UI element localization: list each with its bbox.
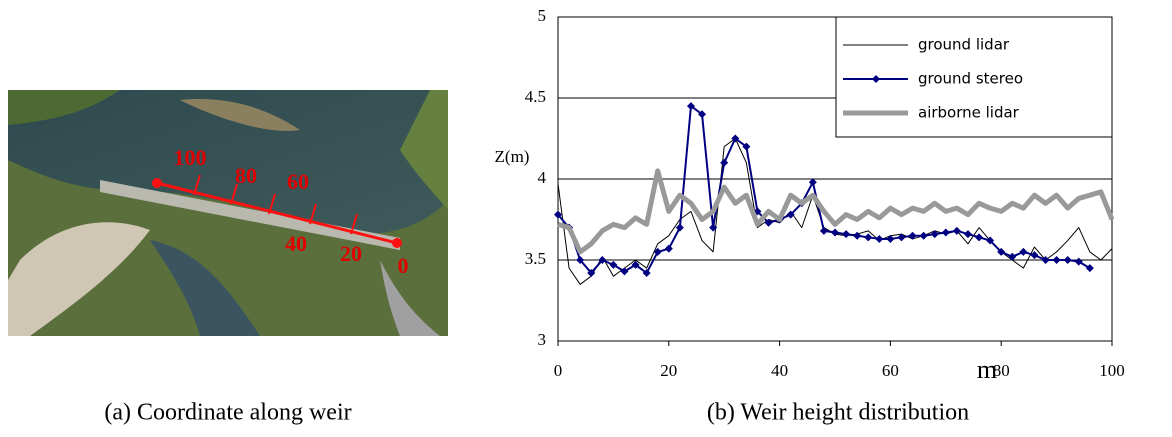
data-point [941, 228, 950, 237]
data-point [664, 244, 673, 253]
scale-tick [230, 183, 238, 205]
x-tick-label: 40 [771, 361, 788, 380]
data-point [986, 236, 995, 245]
data-point [963, 230, 972, 239]
data-point [897, 233, 906, 242]
data-point [576, 256, 585, 264]
x-tick-label: 20 [660, 361, 677, 380]
data-point [598, 256, 607, 264]
photo-label: 20 [340, 241, 362, 266]
data-point [875, 234, 884, 243]
data-point [842, 230, 851, 239]
data-point [1041, 256, 1050, 264]
series-line [557, 138, 1113, 285]
data-point [1030, 251, 1039, 260]
data-point [908, 231, 917, 240]
scale-tick [268, 193, 276, 215]
data-point [686, 102, 695, 111]
legend-box [835, 16, 1113, 138]
data-point [1074, 257, 1083, 266]
data-point [642, 268, 651, 277]
data-point [675, 223, 684, 232]
x-tick-label: 80 [993, 361, 1010, 380]
data-point [587, 268, 596, 277]
y-tick-label: 4 [538, 168, 547, 187]
series-line [557, 168, 1115, 255]
scale-tick [193, 174, 201, 196]
data-point [786, 210, 795, 219]
data-point [886, 234, 895, 243]
photo-label: 100 [174, 145, 207, 170]
data-point [1063, 256, 1072, 264]
x-tick-label: 60 [882, 361, 899, 380]
legend-label: ground lidar [918, 36, 1010, 54]
caption: (a) Coordinate along weir [104, 400, 351, 426]
photo-label: 40 [285, 231, 307, 256]
legend-marker [872, 75, 880, 83]
plot-frame [557, 16, 1113, 342]
x-axis-label: m [977, 355, 997, 384]
photo-label: 60 [287, 169, 309, 194]
y-tick-label: 4.5 [525, 87, 546, 106]
data-point [742, 142, 751, 151]
photo-label: 0 [398, 253, 409, 278]
data-point [698, 110, 707, 119]
y-axis-label: Z(m) [495, 147, 530, 166]
data-point [1019, 247, 1028, 256]
data-point [930, 230, 939, 239]
data-point [853, 231, 862, 240]
y-tick-label: 3.5 [525, 249, 546, 268]
data-point [620, 267, 629, 276]
coordinate-overlay: 100 80 60 40 20 0 [152, 145, 409, 278]
x-tick-label: 100 [1099, 361, 1125, 380]
data-point [554, 210, 562, 219]
data-point [631, 260, 640, 269]
data-point [653, 247, 662, 256]
data-point [819, 226, 828, 235]
data-point [709, 223, 718, 232]
data-point [731, 134, 740, 143]
photo-label: 80 [235, 163, 257, 188]
aerial-photo [8, 90, 448, 336]
data-point [831, 228, 839, 237]
legend-label: ground stereo [918, 70, 1023, 88]
scale-tick [350, 213, 358, 235]
y-tick-label: 3 [538, 330, 547, 349]
legend: ground lidar ground stereo airborne lidar [835, 16, 1113, 138]
scale-tick [309, 203, 317, 225]
data-point [1008, 252, 1017, 261]
data-point [720, 158, 729, 167]
data-point [764, 218, 773, 227]
data-point [808, 178, 817, 187]
data-point [952, 226, 961, 235]
x-tick-label: 0 [554, 361, 563, 380]
data-point [975, 233, 984, 242]
data-point [1085, 264, 1094, 273]
data-point [609, 260, 618, 269]
data-point [1052, 256, 1061, 264]
y-tick-label: 5 [538, 6, 547, 25]
data-point [864, 233, 873, 242]
legend-label: airborne lidar [918, 104, 1020, 122]
caption: (b) Weir height distribution [707, 400, 969, 426]
data-point [997, 247, 1006, 256]
data-point [919, 231, 928, 240]
